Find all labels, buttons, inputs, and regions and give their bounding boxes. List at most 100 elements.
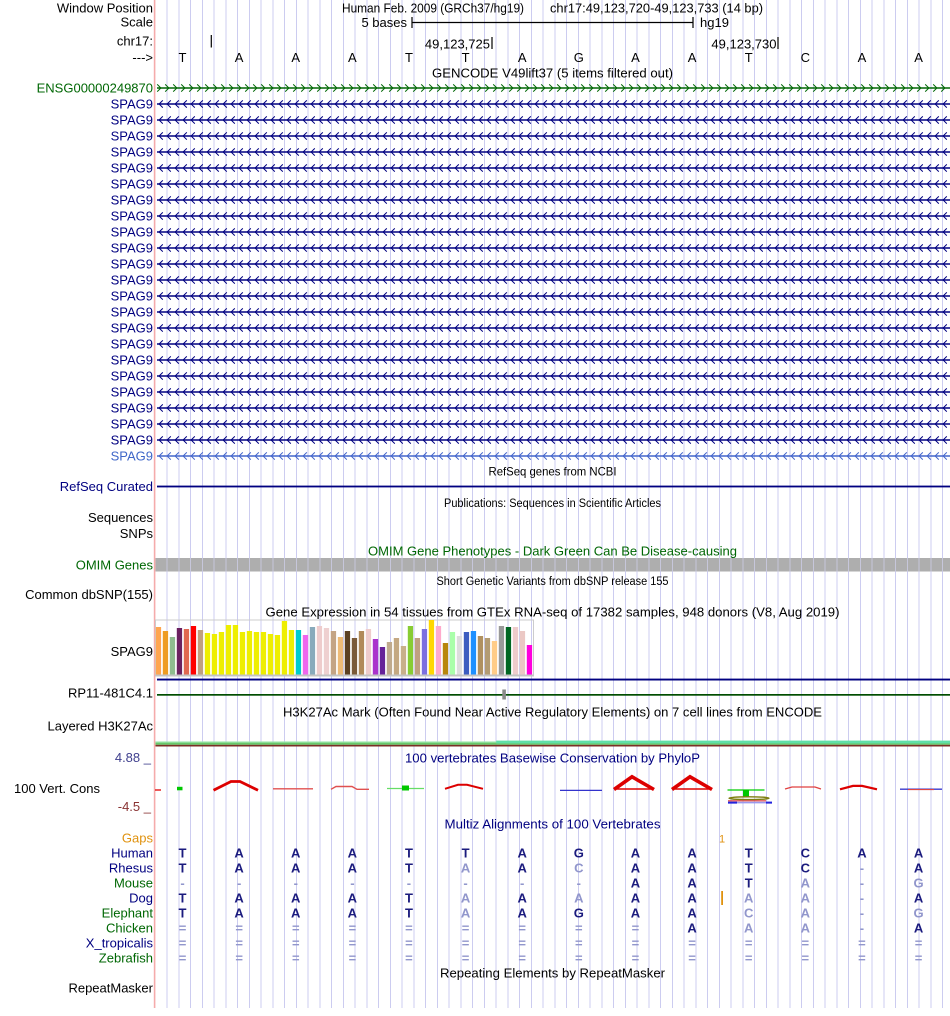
svg-text:=: = (235, 936, 243, 951)
svg-text:A: A (687, 876, 697, 891)
svg-text:=: = (802, 951, 810, 966)
svg-text:=: = (858, 936, 866, 951)
svg-text:=: = (745, 936, 753, 951)
svg-text:A: A (914, 861, 924, 876)
svg-text:=: = (745, 951, 753, 966)
svg-text:SPAG9: SPAG9 (111, 305, 153, 320)
svg-text:OMIM Genes: OMIM Genes (76, 558, 154, 573)
svg-text:chr17:: chr17: (117, 34, 153, 49)
svg-text:A: A (631, 50, 640, 65)
svg-text:SPAG9: SPAG9 (111, 353, 153, 368)
svg-text:-: - (407, 876, 411, 891)
svg-text:A: A (291, 891, 301, 906)
svg-text:Mouse: Mouse (114, 876, 153, 891)
svg-text:=: = (349, 951, 357, 966)
svg-text:=: = (575, 921, 583, 936)
svg-text:A: A (801, 891, 811, 906)
svg-text:G: G (913, 906, 923, 921)
svg-text:chr17:49,123,720-49,123,733 (1: chr17:49,123,720-49,123,733 (14 bp) (550, 1, 763, 16)
svg-text:=: = (179, 921, 187, 936)
svg-text:A: A (518, 891, 528, 906)
svg-text:A: A (574, 891, 584, 906)
svg-text:=: = (575, 951, 583, 966)
svg-text:T: T (462, 50, 470, 65)
svg-text:A: A (631, 906, 641, 921)
svg-text:=: = (518, 921, 526, 936)
svg-text:A: A (235, 50, 244, 65)
svg-text:=: = (462, 936, 470, 951)
svg-text:C: C (574, 861, 584, 876)
svg-text:Human Feb. 2009 (GRCh37/hg19): Human Feb. 2009 (GRCh37/hg19) (342, 1, 524, 16)
svg-text:=: = (632, 936, 640, 951)
svg-text:Gaps: Gaps (122, 831, 154, 846)
svg-text:SPAG9: SPAG9 (111, 193, 153, 208)
svg-text:T: T (745, 861, 753, 876)
svg-text:A: A (914, 921, 924, 936)
svg-text:A: A (291, 50, 300, 65)
svg-text:=: = (462, 951, 470, 966)
svg-text:-: - (860, 891, 864, 906)
svg-text:A: A (518, 50, 527, 65)
svg-text:-: - (237, 876, 241, 891)
svg-text:Dog: Dog (129, 891, 153, 906)
svg-text:RefSeq genes from NCBI: RefSeq genes from NCBI (489, 465, 617, 479)
svg-text:SPAG9: SPAG9 (111, 177, 153, 192)
svg-text:A: A (687, 846, 697, 861)
svg-text:Zebrafish: Zebrafish (99, 951, 153, 966)
svg-text:T: T (745, 846, 753, 861)
svg-text:=: = (915, 951, 923, 966)
svg-text:A: A (461, 861, 471, 876)
svg-text:-: - (860, 876, 864, 891)
svg-text:100 Vert. Cons: 100 Vert. Cons (14, 781, 100, 796)
svg-text:A: A (914, 50, 923, 65)
svg-text:=: = (179, 951, 187, 966)
svg-text:-: - (520, 876, 524, 891)
svg-text:Short Genetic Variants from db: Short Genetic Variants from dbSNP releas… (437, 576, 669, 588)
svg-text:A: A (291, 846, 301, 861)
svg-text:Rhesus: Rhesus (109, 861, 154, 876)
svg-text:SPAG9: SPAG9 (111, 433, 153, 448)
svg-text:A: A (801, 921, 811, 936)
svg-text:-: - (294, 876, 298, 891)
svg-text:SPAG9: SPAG9 (111, 273, 153, 288)
svg-text:=: = (235, 951, 243, 966)
svg-text:T: T (462, 846, 470, 861)
svg-text:T: T (405, 906, 413, 921)
svg-text:=: = (292, 921, 300, 936)
svg-text:T: T (179, 891, 187, 906)
svg-text:Layered H3K27Ac: Layered H3K27Ac (47, 719, 153, 734)
svg-text:=: = (405, 951, 413, 966)
svg-text:--->: ---> (132, 50, 153, 65)
svg-text:=: = (179, 936, 187, 951)
svg-text:A: A (687, 906, 697, 921)
svg-text:hg19: hg19 (700, 15, 729, 30)
svg-text:X_tropicalis: X_tropicalis (86, 936, 154, 951)
svg-text:A: A (744, 891, 754, 906)
svg-text:T: T (405, 891, 413, 906)
svg-text:A: A (631, 861, 641, 876)
svg-text:=: = (405, 936, 413, 951)
svg-text:Publications: Sequences in Sci: Publications: Sequences in Scientific Ar… (444, 498, 661, 510)
svg-text:SPAG9: SPAG9 (111, 401, 153, 416)
svg-text:A: A (291, 861, 301, 876)
svg-text:A: A (234, 861, 244, 876)
svg-text:T: T (179, 846, 187, 861)
svg-text:A: A (858, 50, 867, 65)
svg-text:C: C (801, 50, 810, 65)
svg-text:ENSG00000249870: ENSG00000249870 (37, 81, 153, 96)
svg-text:=: = (632, 951, 640, 966)
svg-text:4.88 _: 4.88 _ (115, 750, 152, 765)
svg-text:GENCODE V49lift37 (5 items fil: GENCODE V49lift37 (5 items filtered out) (432, 66, 673, 81)
svg-text:Multiz Alignments of 100 Verte: Multiz Alignments of 100 Vertebrates (445, 817, 661, 832)
svg-text:=: = (292, 951, 300, 966)
svg-text:SPAG9: SPAG9 (111, 644, 153, 659)
svg-text:RefSeq Curated: RefSeq Curated (60, 479, 153, 494)
svg-text:A: A (631, 846, 641, 861)
svg-text:Window Position: Window Position (57, 1, 153, 16)
svg-text:A: A (518, 846, 528, 861)
svg-text:Gene Expression in 54 tissues: Gene Expression in 54 tissues from GTEx … (266, 605, 840, 620)
svg-text:T: T (405, 50, 413, 65)
svg-text:RP11-481C4.1: RP11-481C4.1 (68, 686, 153, 701)
svg-text:C: C (801, 861, 811, 876)
svg-text:SPAG9: SPAG9 (111, 289, 153, 304)
